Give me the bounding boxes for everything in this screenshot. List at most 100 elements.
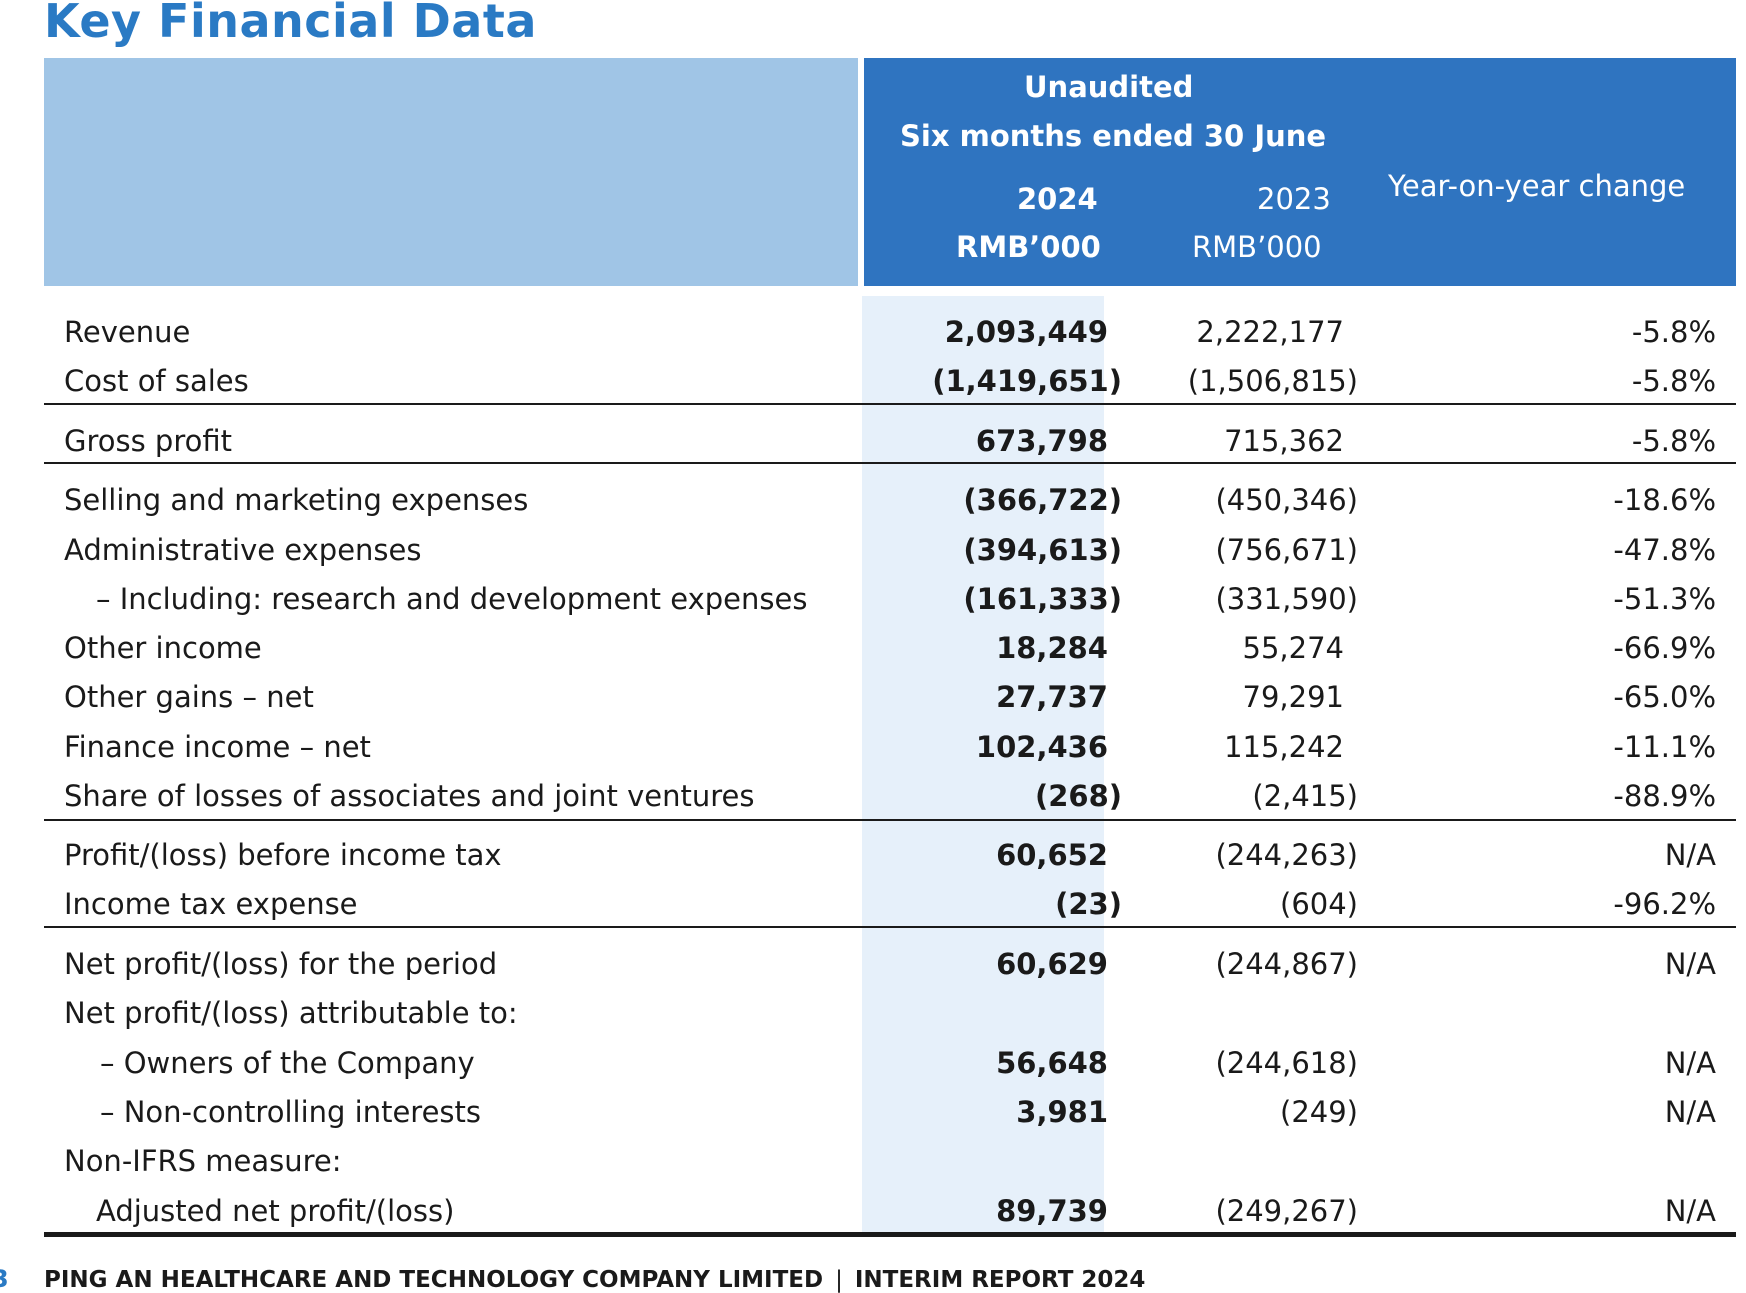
- page-title: Key Financial Data: [44, 0, 537, 48]
- value-2023: (604): [1280, 887, 1358, 921]
- table-row: Cost of sales (1,419,651) (1,506,815) -5…: [44, 356, 1736, 406]
- header-unit-2024: RMB’000: [956, 230, 1101, 264]
- row-label: Gross profit: [64, 424, 233, 458]
- value-2023: 715,362: [1224, 424, 1344, 458]
- value-2023: (450,346): [1215, 483, 1358, 517]
- row-label: Revenue: [64, 315, 191, 349]
- header-values-cell: Unaudited Six months ended 30 June 2024 …: [864, 58, 1736, 286]
- footer-report: INTERIM REPORT 2024: [854, 1267, 1146, 1293]
- value-2024: 56,648: [996, 1046, 1108, 1080]
- yoy-change: -51.3%: [1613, 582, 1716, 616]
- table-bottom-rule: [44, 1232, 1736, 1237]
- table-row: Profit/(loss) before income tax 60,652 (…: [44, 830, 1736, 880]
- header-yoy-change: Year-on-year change: [1388, 169, 1686, 203]
- table-row: Administrative expenses (394,613) (756,6…: [44, 525, 1736, 575]
- header-year-2024: 2024: [1017, 182, 1098, 216]
- divider: [44, 926, 1736, 928]
- table-row: Net profit/(loss) for the period 60,629 …: [44, 939, 1736, 989]
- yoy-change: -5.8%: [1631, 364, 1716, 398]
- yoy-change: -5.8%: [1631, 424, 1716, 458]
- yoy-change: -66.9%: [1613, 631, 1716, 665]
- footer-separator: |: [835, 1267, 843, 1293]
- header-period: Six months ended 30 June: [900, 119, 1327, 153]
- value-2024: 27,737: [996, 680, 1108, 714]
- row-label: Selling and marketing expenses: [64, 483, 529, 517]
- row-label: Non-IFRS measure:: [64, 1144, 342, 1178]
- yoy-change: N/A: [1664, 1194, 1716, 1228]
- row-label: Cost of sales: [64, 364, 249, 398]
- value-2024: 60,629: [996, 947, 1108, 981]
- value-2023: (249): [1280, 1095, 1358, 1129]
- row-label: Other gains – net: [64, 680, 314, 714]
- yoy-change: -18.6%: [1613, 483, 1716, 517]
- table-row: – Non-controlling interests 3,981 (249) …: [44, 1087, 1736, 1137]
- table-row: – Including: research and development ex…: [44, 574, 1736, 624]
- value-2024: 89,739: [996, 1194, 1108, 1228]
- value-2023: 115,242: [1224, 730, 1344, 764]
- row-label: Net profit/(loss) attributable to:: [64, 996, 518, 1030]
- table-row: Adjusted net profit/(loss) 89,739 (249,2…: [44, 1186, 1736, 1236]
- yoy-change: -96.2%: [1613, 887, 1716, 921]
- yoy-change: -47.8%: [1613, 533, 1716, 567]
- yoy-change: -11.1%: [1613, 730, 1716, 764]
- page-number-fragment: 3: [0, 1265, 9, 1293]
- row-label: Finance income – net: [64, 730, 371, 764]
- value-2023: (249,267): [1215, 1194, 1358, 1228]
- value-2023: 2,222,177: [1196, 315, 1344, 349]
- table-row: Net profit/(loss) attributable to:: [44, 988, 1736, 1038]
- row-label: Net profit/(loss) for the period: [64, 947, 498, 981]
- footer-company: PING AN HEALTHCARE AND TECHNOLOGY COMPAN…: [44, 1267, 824, 1293]
- value-2023: (244,263): [1215, 838, 1358, 872]
- value-2024: 673,798: [975, 424, 1108, 458]
- row-label: – Non-controlling interests: [100, 1095, 482, 1129]
- row-label: – Including: research and development ex…: [96, 582, 808, 616]
- row-label: Income tax expense: [64, 887, 358, 921]
- value-2023: 55,274: [1242, 631, 1344, 665]
- yoy-change: -88.9%: [1613, 779, 1716, 813]
- yoy-change: -65.0%: [1613, 680, 1716, 714]
- value-2023: (331,590): [1215, 582, 1358, 616]
- value-2024: 2,093,449: [944, 315, 1108, 349]
- table-row: Selling and marketing expenses (366,722)…: [44, 475, 1736, 525]
- row-label: – Owners of the Company: [100, 1046, 475, 1080]
- header-unit-2023: RMB’000: [1192, 230, 1322, 264]
- value-2024: 60,652: [996, 838, 1108, 872]
- table-row: Revenue 2,093,449 2,222,177 -5.8%: [44, 307, 1736, 357]
- value-2024: (1,419,651): [932, 364, 1122, 398]
- value-2024: (268): [1034, 779, 1122, 813]
- yoy-change: -5.8%: [1631, 315, 1716, 349]
- value-2023: (244,867): [1215, 947, 1358, 981]
- value-2024: (366,722): [963, 483, 1122, 517]
- header-divider: [858, 58, 864, 286]
- table-row: Share of losses of associates and joint …: [44, 771, 1736, 821]
- row-label: Share of losses of associates and joint …: [64, 779, 755, 813]
- value-2023: 79,291: [1242, 680, 1344, 714]
- value-2023: (244,618): [1215, 1046, 1358, 1080]
- yoy-change: N/A: [1664, 947, 1716, 981]
- yoy-change: N/A: [1664, 1095, 1716, 1129]
- divider: [44, 462, 1736, 464]
- header-label-cell: [44, 58, 858, 286]
- value-2024: 3,981: [1016, 1095, 1108, 1129]
- value-2023: (1,506,815): [1187, 364, 1358, 398]
- divider: [44, 403, 1736, 405]
- value-2024: (394,613): [963, 533, 1122, 567]
- column-2024-shading: [862, 296, 1104, 1234]
- table-row: Other income 18,284 55,274 -66.9%: [44, 623, 1736, 673]
- value-2024: (23): [1055, 887, 1122, 921]
- value-2024: 102,436: [975, 730, 1108, 764]
- divider: [44, 819, 1736, 821]
- yoy-change: N/A: [1664, 1046, 1716, 1080]
- header-year-2023: 2023: [1257, 182, 1331, 216]
- row-label: Administrative expenses: [64, 533, 422, 567]
- value-2024: 18,284: [996, 631, 1108, 665]
- table-row: Income tax expense (23) (604) -96.2%: [44, 879, 1736, 929]
- table-row: Non-IFRS measure:: [44, 1136, 1736, 1186]
- value-2023: (2,415): [1252, 779, 1358, 813]
- footer: PING AN HEALTHCARE AND TECHNOLOGY COMPAN…: [44, 1267, 1145, 1293]
- table-row: – Owners of the Company 56,648 (244,618)…: [44, 1038, 1736, 1088]
- table-row: Gross profit 673,798 715,362 -5.8%: [44, 416, 1736, 466]
- value-2024: (161,333): [963, 582, 1122, 616]
- table-row: Other gains – net 27,737 79,291 -65.0%: [44, 672, 1736, 722]
- header-unaudited: Unaudited: [1024, 70, 1194, 104]
